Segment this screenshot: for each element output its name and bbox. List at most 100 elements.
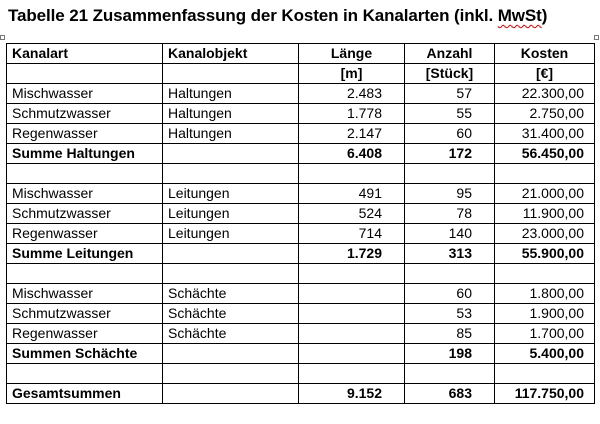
header-anzahl: Anzahl bbox=[404, 43, 495, 64]
cell-anzahl: 53 bbox=[404, 303, 495, 324]
table-row: Regenwasser Schächte 85 1.700,00 bbox=[6, 323, 595, 344]
subtotal-laenge bbox=[298, 343, 405, 364]
cell-objekt: Leitungen bbox=[162, 183, 299, 204]
cost-table: Kanalart Kanalobjekt Länge Anzahl Kosten… bbox=[6, 43, 595, 404]
header-kanalobjekt: Kanalobjekt bbox=[162, 43, 299, 64]
cell-kosten: 21.000,00 bbox=[494, 183, 595, 204]
cell-objekt: Schächte bbox=[162, 283, 299, 304]
subtotal-row-leitungen: Summe Leitungen 1.729 313 55.900,00 bbox=[6, 243, 595, 264]
subtotal-kosten: 55.900,00 bbox=[494, 243, 595, 264]
cell-kosten: 22.300,00 bbox=[494, 83, 595, 104]
empty-cell bbox=[162, 383, 299, 404]
table-row: Mischwasser Schächte 60 1.800,00 bbox=[6, 283, 595, 304]
cell-anzahl: 85 bbox=[404, 323, 495, 344]
cell-laenge: 1.778 bbox=[298, 103, 405, 124]
cell-kanalart: Schmutzwasser bbox=[6, 303, 163, 324]
text-boundary-marker-left bbox=[0, 35, 5, 40]
table-row: Mischwasser Haltungen 2.483 57 22.300,00 bbox=[6, 83, 595, 104]
unit-kosten: [€] bbox=[494, 63, 595, 84]
text-boundary-marker-right bbox=[594, 35, 599, 40]
empty-cell bbox=[162, 243, 299, 264]
cell-anzahl: 57 bbox=[404, 83, 495, 104]
cell-kosten: 11.900,00 bbox=[494, 203, 595, 224]
cell-kosten: 31.400,00 bbox=[494, 123, 595, 144]
header-kosten: Kosten bbox=[494, 43, 595, 64]
spacer-row bbox=[6, 263, 595, 284]
subtotal-laenge: 6.408 bbox=[298, 143, 405, 164]
subtotal-anzahl: 313 bbox=[404, 243, 495, 264]
empty-cell bbox=[162, 343, 299, 364]
cell-kosten: 1.700,00 bbox=[494, 323, 595, 344]
table-row: Schmutzwasser Haltungen 1.778 55 2.750,0… bbox=[6, 103, 595, 124]
grand-total-laenge: 9.152 bbox=[298, 383, 405, 404]
cell-anzahl: 55 bbox=[404, 103, 495, 124]
spacer-row bbox=[6, 363, 595, 384]
cell-objekt: Schächte bbox=[162, 323, 299, 344]
cell-laenge bbox=[298, 303, 405, 324]
cell-objekt: Leitungen bbox=[162, 203, 299, 224]
table-row: Mischwasser Leitungen 491 95 21.000,00 bbox=[6, 183, 595, 204]
empty-cell bbox=[162, 143, 299, 164]
grand-total-anzahl: 683 bbox=[404, 383, 495, 404]
cell-kosten: 1.900,00 bbox=[494, 303, 595, 324]
cell-anzahl: 140 bbox=[404, 223, 495, 244]
subtotal-anzahl: 172 bbox=[404, 143, 495, 164]
subtotal-label: Summe Haltungen bbox=[6, 143, 163, 164]
table-row: Schmutzwasser Leitungen 524 78 11.900,00 bbox=[6, 203, 595, 224]
table-header-row: Kanalart Kanalobjekt Länge Anzahl Kosten bbox=[6, 43, 595, 64]
cell-laenge bbox=[298, 283, 405, 304]
spellcheck-word[interactable]: MwSt bbox=[497, 6, 542, 25]
cell-kanalart: Mischwasser bbox=[6, 83, 163, 104]
cell-kanalart: Regenwasser bbox=[6, 223, 163, 244]
cell-kanalart: Mischwasser bbox=[6, 283, 163, 304]
cell-kosten: 23.000,00 bbox=[494, 223, 595, 244]
cell-anzahl: 60 bbox=[404, 283, 495, 304]
subtotal-laenge: 1.729 bbox=[298, 243, 405, 264]
cell-laenge: 2.483 bbox=[298, 83, 405, 104]
subtotal-kosten: 56.450,00 bbox=[494, 143, 595, 164]
grand-total-row: Gesamtsummen 9.152 683 117.750,00 bbox=[6, 383, 595, 404]
cell-kanalart: Regenwasser bbox=[6, 323, 163, 344]
caption-text: Tabelle 21 Zusammenfassung der Kosten in… bbox=[8, 6, 498, 25]
cell-kanalart: Regenwasser bbox=[6, 123, 163, 144]
subtotal-row-haltungen: Summe Haltungen 6.408 172 56.450,00 bbox=[6, 143, 595, 164]
cell-objekt: Haltungen bbox=[162, 123, 299, 144]
cell-objekt: Schächte bbox=[162, 303, 299, 324]
subtotal-label: Summen Schächte bbox=[6, 343, 163, 364]
units-empty-cell bbox=[162, 63, 299, 84]
table-row: Regenwasser Leitungen 714 140 23.000,00 bbox=[6, 223, 595, 244]
cell-kosten: 2.750,00 bbox=[494, 103, 595, 124]
cell-kanalart: Mischwasser bbox=[6, 183, 163, 204]
header-kanalart: Kanalart bbox=[6, 43, 163, 64]
spacer-row bbox=[6, 163, 595, 184]
cell-anzahl: 95 bbox=[404, 183, 495, 204]
subtotal-row-schaechte: Summen Schächte 198 5.400,00 bbox=[6, 343, 595, 364]
units-empty-cell bbox=[6, 63, 163, 84]
table-caption: Tabelle 21 Zusammenfassung der Kosten in… bbox=[8, 6, 547, 26]
cell-anzahl: 60 bbox=[404, 123, 495, 144]
header-laenge: Länge bbox=[298, 43, 405, 64]
unit-laenge: [m] bbox=[298, 63, 405, 84]
cell-anzahl: 78 bbox=[404, 203, 495, 224]
table-row: Schmutzwasser Schächte 53 1.900,00 bbox=[6, 303, 595, 324]
table-units-row: [m] [Stück] [€] bbox=[6, 63, 595, 84]
grand-total-label: Gesamtsummen bbox=[6, 383, 163, 404]
unit-anzahl: [Stück] bbox=[404, 63, 495, 84]
cell-laenge: 524 bbox=[298, 203, 405, 224]
cell-kosten: 1.800,00 bbox=[494, 283, 595, 304]
cell-laenge: 714 bbox=[298, 223, 405, 244]
cell-kanalart: Schmutzwasser bbox=[6, 203, 163, 224]
table-row: Regenwasser Haltungen 2.147 60 31.400,00 bbox=[6, 123, 595, 144]
grand-total-kosten: 117.750,00 bbox=[494, 383, 595, 404]
subtotal-kosten: 5.400,00 bbox=[494, 343, 595, 364]
subtotal-anzahl: 198 bbox=[404, 343, 495, 364]
cell-objekt: Leitungen bbox=[162, 223, 299, 244]
cell-objekt: Haltungen bbox=[162, 83, 299, 104]
subtotal-label: Summe Leitungen bbox=[6, 243, 163, 264]
cell-objekt: Haltungen bbox=[162, 103, 299, 124]
caption-suffix: ) bbox=[541, 6, 548, 25]
cell-kanalart: Schmutzwasser bbox=[6, 103, 163, 124]
cell-laenge bbox=[298, 323, 405, 344]
cell-laenge: 2.147 bbox=[298, 123, 405, 144]
cell-laenge: 491 bbox=[298, 183, 405, 204]
